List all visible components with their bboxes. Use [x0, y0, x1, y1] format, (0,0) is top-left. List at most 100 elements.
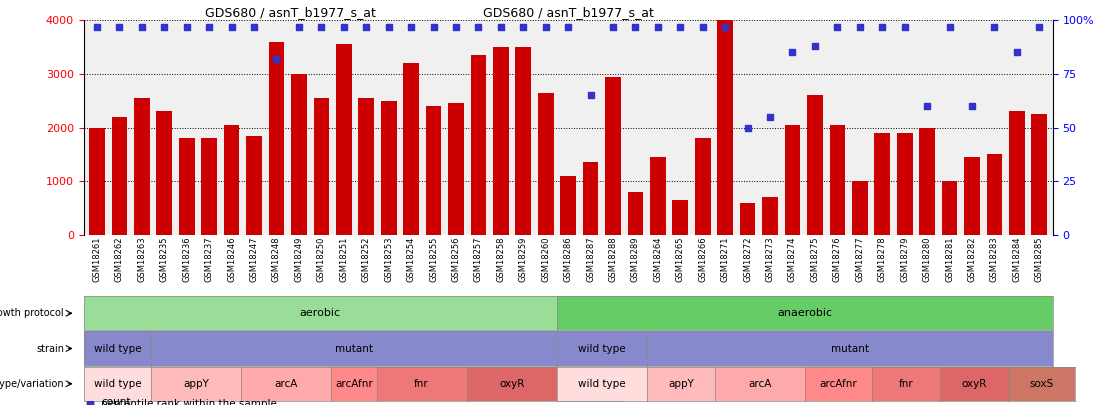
- Bar: [605, 77, 620, 235]
- Bar: [673, 200, 688, 235]
- Text: fnr: fnr: [414, 379, 429, 389]
- Text: aerobic: aerobic: [300, 308, 341, 318]
- Text: strain: strain: [36, 343, 63, 354]
- Point: [537, 23, 555, 30]
- Point: [178, 23, 196, 30]
- Point: [739, 124, 756, 131]
- Point: [1008, 49, 1026, 55]
- Bar: [560, 176, 576, 235]
- Point: [88, 23, 106, 30]
- Bar: [156, 111, 173, 235]
- Text: fnr: fnr: [899, 379, 913, 389]
- Text: GDS680 / asnT_b1977_s_at: GDS680 / asnT_b1977_s_at: [205, 6, 375, 19]
- Text: arcA: arcA: [275, 379, 299, 389]
- Bar: [695, 139, 711, 235]
- Text: wild type: wild type: [94, 379, 141, 389]
- Point: [245, 23, 263, 30]
- Text: genotype/variation: genotype/variation: [0, 379, 63, 389]
- Bar: [874, 133, 890, 235]
- Text: soxS: soxS: [1029, 379, 1054, 389]
- Point: [807, 43, 824, 49]
- Bar: [987, 154, 1003, 235]
- Title: GDS680 / asnT_b1977_s_at: GDS680 / asnT_b1977_s_at: [482, 6, 654, 19]
- Text: arcA: arcA: [747, 379, 771, 389]
- Bar: [583, 162, 598, 235]
- Bar: [359, 98, 374, 235]
- Point: [940, 23, 958, 30]
- Bar: [336, 45, 352, 235]
- Point: [110, 23, 128, 30]
- Point: [1030, 23, 1048, 30]
- Point: [424, 23, 442, 30]
- Bar: [179, 139, 195, 235]
- Point: [380, 23, 398, 30]
- Bar: [426, 106, 441, 235]
- Point: [335, 23, 353, 30]
- Text: oxyR: oxyR: [961, 379, 987, 389]
- Bar: [627, 192, 643, 235]
- Bar: [291, 74, 306, 235]
- Point: [672, 23, 690, 30]
- Bar: [830, 125, 846, 235]
- Point: [829, 23, 847, 30]
- Text: arcAfnr: arcAfnr: [820, 379, 858, 389]
- Bar: [964, 157, 980, 235]
- Bar: [538, 93, 554, 235]
- Bar: [202, 139, 217, 235]
- Point: [133, 23, 150, 30]
- Bar: [919, 128, 935, 235]
- Text: anaerobic: anaerobic: [778, 308, 832, 318]
- Point: [358, 23, 375, 30]
- Bar: [246, 136, 262, 235]
- Bar: [740, 203, 755, 235]
- Text: mutant: mutant: [831, 343, 869, 354]
- Point: [290, 23, 307, 30]
- Point: [604, 23, 622, 30]
- Text: count: count: [101, 397, 130, 405]
- Point: [964, 103, 981, 109]
- Bar: [494, 47, 509, 235]
- Bar: [651, 157, 666, 235]
- Text: appY: appY: [184, 379, 209, 389]
- Text: mutant: mutant: [335, 343, 373, 354]
- Point: [761, 113, 779, 120]
- Point: [559, 23, 577, 30]
- Text: growth protocol: growth protocol: [0, 308, 63, 318]
- Bar: [448, 103, 463, 235]
- Bar: [313, 98, 330, 235]
- Point: [851, 23, 869, 30]
- Point: [492, 23, 510, 30]
- Bar: [807, 96, 823, 235]
- Point: [312, 23, 330, 30]
- Point: [201, 23, 218, 30]
- Bar: [897, 133, 912, 235]
- Bar: [381, 101, 397, 235]
- Point: [918, 103, 936, 109]
- Point: [896, 23, 913, 30]
- Bar: [89, 128, 105, 235]
- Point: [267, 55, 285, 62]
- Point: [626, 23, 644, 30]
- Bar: [852, 181, 868, 235]
- Point: [223, 23, 241, 30]
- Point: [873, 23, 891, 30]
- Bar: [1032, 114, 1047, 235]
- Bar: [111, 117, 127, 235]
- Bar: [1009, 111, 1025, 235]
- Point: [582, 92, 599, 99]
- Bar: [268, 42, 284, 235]
- Point: [469, 23, 487, 30]
- Text: percentile rank within the sample: percentile rank within the sample: [101, 399, 277, 405]
- Bar: [134, 98, 149, 235]
- Point: [986, 23, 1004, 30]
- Bar: [224, 125, 240, 235]
- Point: [783, 49, 801, 55]
- Point: [447, 23, 465, 30]
- Text: appY: appY: [668, 379, 694, 389]
- Point: [649, 23, 667, 30]
- Bar: [516, 47, 531, 235]
- Bar: [941, 181, 957, 235]
- Text: oxyR: oxyR: [499, 379, 525, 389]
- Text: wild type: wild type: [94, 343, 141, 354]
- Text: soxS: soxS: [578, 379, 603, 389]
